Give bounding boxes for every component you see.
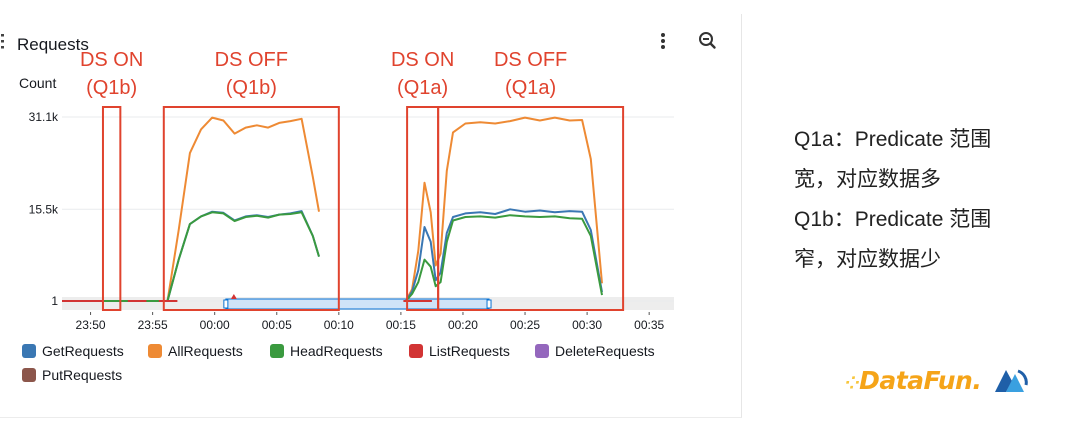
series-line-GetRequests: [405, 208, 603, 302]
annotation-sublabel: (Q1b): [86, 77, 137, 99]
note-line: Q1b：Predicate 范围: [794, 208, 992, 231]
legend-label: HeadRequests: [290, 343, 383, 359]
legend-label: ListRequests: [429, 343, 510, 359]
legend-item-AllRequests[interactable]: AllRequests: [148, 343, 243, 359]
annotation-box: [437, 106, 625, 311]
annotation-sublabel: (Q1b): [226, 77, 277, 99]
annotation-label: DS ON: [391, 49, 454, 71]
zoom-out-icon[interactable]: [699, 32, 716, 49]
logo-mark-icon: [995, 369, 1029, 392]
alarm-marker-icon: [230, 294, 237, 299]
legend-swatch: [270, 344, 284, 358]
annotation-box: [101, 106, 122, 311]
legend-item-PutRequests[interactable]: PutRequests: [22, 367, 122, 383]
legend-item-GetRequests[interactable]: GetRequests: [22, 343, 124, 359]
legend-swatch: [409, 344, 423, 358]
annotation-label: DS ON: [80, 49, 143, 71]
explanation-note: Q1a：Predicate 范围 宽，对应数据多 Q1b：Predicate 范…: [794, 120, 1064, 280]
legend-swatch: [148, 344, 162, 358]
x-tick-label: 00:35: [634, 318, 664, 332]
requests-chart: Requests Count 31.1k 15.5k 1 23:50 23:55 00:…: [1, 32, 716, 383]
legend-label: DeleteRequests: [555, 343, 655, 359]
y-tick-label: 15.5k: [29, 202, 59, 216]
x-tick-label: 00:15: [386, 318, 416, 332]
legend-item-ListRequests[interactable]: ListRequests: [409, 343, 510, 359]
brand-name: DataFun.: [859, 365, 982, 395]
x-tick-label: 23:55: [138, 318, 168, 332]
datafun-logo: ⁘DataFun.: [845, 362, 1029, 398]
x-tick-label: 00:05: [262, 318, 292, 332]
brush-start-handle[interactable]: [223, 299, 229, 309]
y-tick-label: 1: [51, 294, 58, 308]
series-line-HeadRequests: [62, 211, 320, 302]
series-line-HeadRequests: [405, 214, 603, 302]
legend-label: AllRequests: [168, 343, 243, 359]
legend-swatch: [535, 344, 549, 358]
legend-label: PutRequests: [42, 367, 122, 383]
y-tick-label: 31.1k: [29, 110, 59, 124]
annotation-label: DS OFF: [494, 49, 567, 71]
x-tick-label: 23:50: [76, 318, 106, 332]
drag-handle-icon[interactable]: [1, 34, 4, 49]
time-range-brush[interactable]: [225, 298, 490, 310]
annotation-sublabel: (Q1a): [505, 77, 556, 99]
chart-title: Requests: [17, 35, 89, 54]
x-tick-label: 00:25: [510, 318, 540, 332]
note-line: 宽，对应数据多: [794, 168, 941, 191]
annotation-box: [162, 106, 340, 311]
note-line: Q1a：Predicate 范围: [794, 128, 992, 151]
series-line-AllRequests: [156, 116, 320, 302]
x-tick-label: 00:00: [200, 318, 230, 332]
series-line-AllRequests: [405, 116, 603, 302]
chart-panel: Requests Count 31.1k 15.5k 1 23:50 23:55 00:…: [0, 14, 742, 418]
more-vertical-icon[interactable]: [661, 33, 665, 49]
brush-end-handle[interactable]: [486, 299, 492, 309]
annotation-label: DS OFF: [215, 49, 288, 71]
x-tick-label: 00:10: [324, 318, 354, 332]
x-tick-label: 00:30: [572, 318, 602, 332]
y-axis-label: Count: [19, 75, 56, 91]
annotation-sublabel: (Q1a): [397, 77, 448, 99]
legend-label: GetRequests: [42, 343, 124, 359]
legend-swatch: [22, 344, 36, 358]
note-line: 窄，对应数据少: [794, 248, 941, 271]
legend-item-DeleteRequests[interactable]: DeleteRequests: [535, 343, 655, 359]
x-tick-label: 00:20: [448, 318, 478, 332]
legend-swatch: [22, 368, 36, 382]
legend-item-HeadRequests[interactable]: HeadRequests: [270, 343, 383, 359]
